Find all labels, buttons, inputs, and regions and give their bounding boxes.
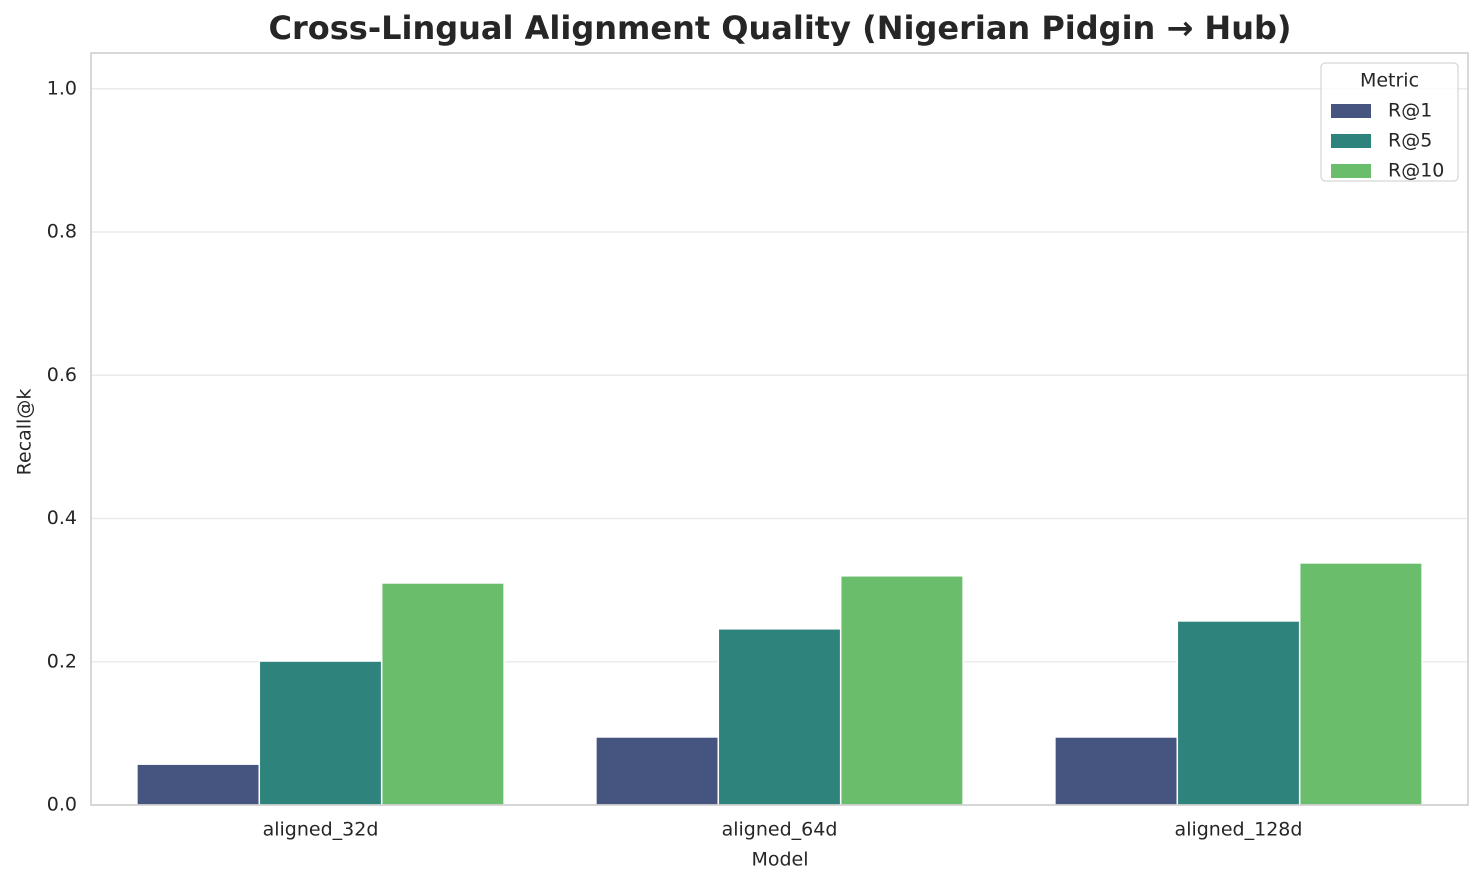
y-tick-label: 0.6 [47,364,77,386]
x-tick-label: aligned_128d [1175,819,1303,841]
chart-title: Cross-Lingual Alignment Quality (Nigeria… [268,9,1291,47]
bar [717,628,842,806]
bar [1054,736,1179,806]
bar [1298,562,1423,806]
y-tick-label: 0.8 [47,221,77,243]
x-tick-label: aligned_64d [722,819,838,841]
legend-swatch [1331,104,1371,118]
x-axis-label: Model [751,849,808,871]
bar [380,582,505,806]
y-axis-label: Recall@k [14,389,36,476]
x-tick-label: aligned_32d [263,819,379,841]
legend-label: R@1 [1388,100,1432,122]
legend-swatch [1331,164,1371,178]
bar [136,763,261,806]
bar [839,575,964,806]
legend-label: R@5 [1388,130,1432,152]
legend-title: Metric [1360,70,1419,92]
y-tick-label: 0.4 [47,507,77,529]
legend-swatch [1331,134,1371,148]
y-tick-label: 0.0 [47,794,77,816]
y-tick-label: 1.0 [47,77,77,99]
plot-frame [90,52,1469,806]
bar [1176,620,1301,806]
legend-label: R@10 [1388,160,1444,182]
bar [258,660,383,806]
y-tick-label: 0.2 [47,650,77,672]
bar [595,736,720,806]
legend-box [1320,62,1459,182]
